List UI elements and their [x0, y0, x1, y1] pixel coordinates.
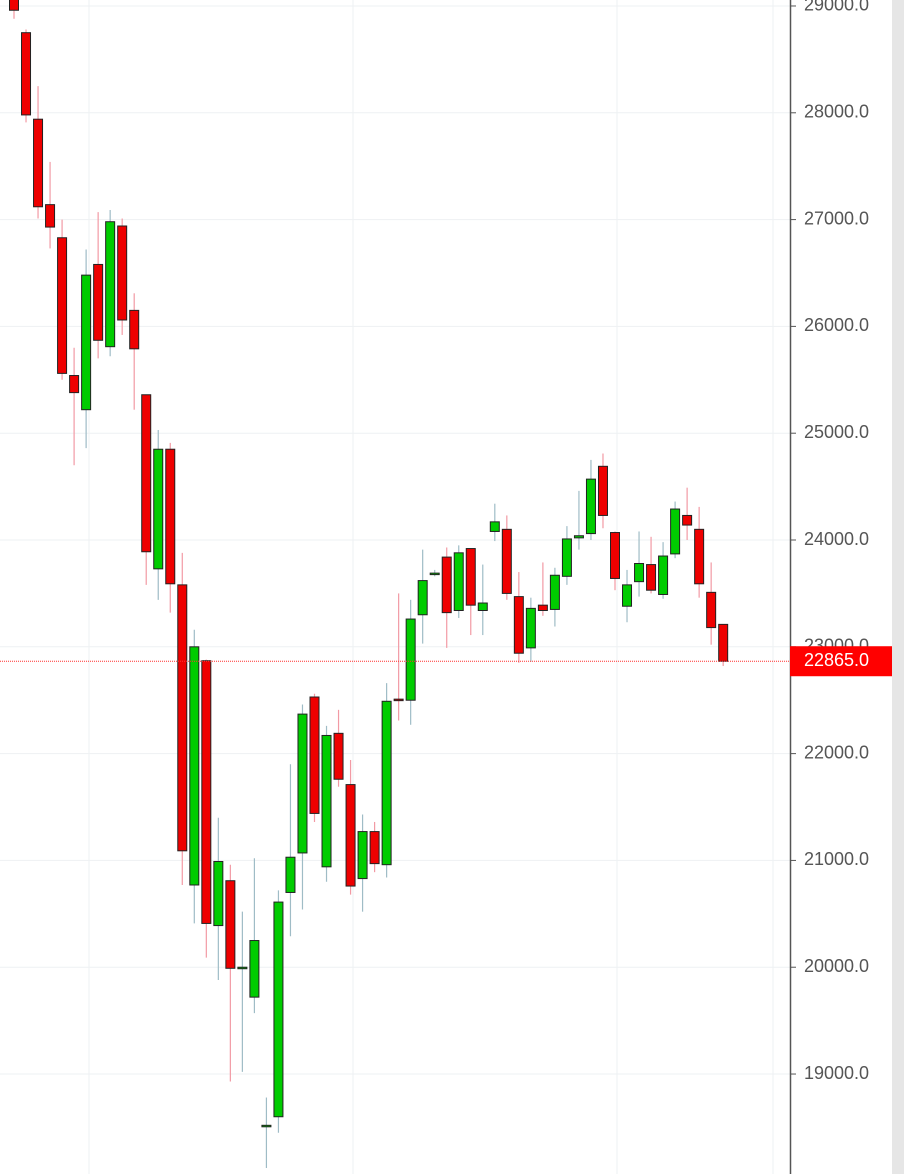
candle-body: [417, 580, 428, 616]
candle-body: [237, 966, 248, 970]
candle-body: [9, 0, 19, 11]
y-tick-label: 27000.0: [804, 208, 869, 228]
candle-body: [525, 607, 536, 649]
candle-body: [129, 309, 140, 350]
candle-body: [706, 591, 717, 629]
candle-body: [501, 528, 512, 594]
candle-body: [153, 448, 164, 570]
candle-body: [646, 564, 657, 591]
candle-body: [489, 521, 500, 532]
last-price-label: 22865.0: [804, 650, 869, 670]
y-tick-label: 26000.0: [804, 315, 869, 335]
y-tick-label: 21000.0: [804, 849, 869, 869]
candle-body: [321, 734, 332, 868]
y-tick-label: 24000.0: [804, 529, 869, 549]
candle-body: [273, 901, 284, 1118]
candle-body: [345, 784, 356, 887]
candle-body: [622, 584, 633, 607]
candle-body: [249, 940, 260, 998]
candle-body: [393, 698, 404, 702]
candle-body: [585, 478, 596, 535]
candle-body: [429, 572, 440, 576]
candle-body: [718, 623, 729, 662]
candle-body: [309, 696, 320, 814]
candle-body: [261, 1124, 272, 1128]
candle-body: [225, 880, 236, 969]
candle-body: [477, 602, 488, 611]
candle-body: [141, 394, 152, 553]
y-tick-label: 28000.0: [804, 102, 869, 122]
candles: [9, 0, 729, 1169]
candle-body: [285, 856, 296, 893]
candle-body: [201, 660, 212, 924]
candle-body: [177, 584, 188, 852]
candle-body: [381, 700, 392, 866]
candle-body: [465, 548, 476, 606]
y-tick-label: 22000.0: [804, 742, 869, 762]
last-price-box: [790, 646, 892, 677]
candle-body: [561, 538, 572, 577]
candle-body: [117, 225, 128, 321]
candle-body: [165, 448, 176, 585]
candle-body: [441, 556, 452, 614]
y-tick-label: 20000.0: [804, 956, 869, 976]
candle-body: [597, 465, 608, 516]
candle-body: [297, 713, 308, 854]
candle-body: [549, 574, 560, 610]
scrollbar[interactable]: [892, 0, 904, 1174]
candle-body: [610, 532, 620, 579]
candle-body: [369, 831, 380, 865]
candle-body: [670, 508, 681, 555]
candle-body: [405, 618, 416, 701]
candle-body: [33, 118, 44, 208]
candle-body: [213, 860, 224, 927]
candle-body: [45, 204, 56, 228]
y-tick-label: 19000.0: [804, 1063, 869, 1083]
candle-body: [189, 646, 200, 886]
candle-body: [357, 831, 368, 880]
candle-body: [694, 528, 705, 585]
candle-body: [658, 555, 669, 595]
y-tick-label: 25000.0: [804, 422, 869, 442]
candle-body: [81, 274, 92, 411]
candle-body: [69, 375, 80, 394]
candle-body: [105, 221, 116, 348]
candle-body: [333, 732, 344, 780]
candle-body: [57, 237, 68, 374]
y-tick-label: 29000.0: [804, 0, 869, 15]
y-axis-labels: 19000.020000.021000.022000.023000.024000…: [790, 0, 869, 1083]
candle-body: [573, 535, 584, 539]
candle-body: [634, 563, 645, 583]
candle-body: [513, 596, 524, 654]
candle-body: [21, 32, 32, 116]
candle-body: [453, 552, 464, 611]
candle-body: [537, 604, 548, 611]
candle-body: [93, 263, 104, 341]
candle-body: [682, 514, 693, 526]
